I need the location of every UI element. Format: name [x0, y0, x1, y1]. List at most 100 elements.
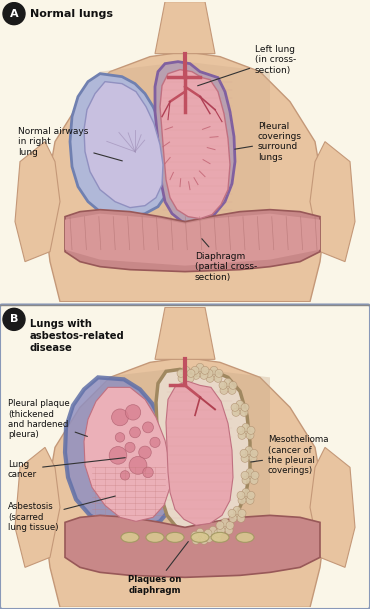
Circle shape	[196, 368, 204, 376]
Circle shape	[224, 378, 232, 386]
Polygon shape	[65, 378, 175, 529]
Circle shape	[214, 529, 222, 537]
Circle shape	[240, 449, 248, 457]
Polygon shape	[155, 62, 235, 224]
Circle shape	[233, 506, 241, 515]
Circle shape	[226, 521, 234, 529]
Circle shape	[192, 371, 200, 379]
Circle shape	[200, 371, 208, 379]
Circle shape	[221, 518, 229, 526]
Circle shape	[229, 381, 237, 389]
Circle shape	[217, 526, 225, 534]
Ellipse shape	[146, 532, 164, 543]
Circle shape	[241, 454, 249, 462]
Circle shape	[246, 473, 254, 481]
Circle shape	[250, 449, 258, 457]
Circle shape	[231, 403, 239, 411]
Circle shape	[224, 383, 232, 392]
Circle shape	[182, 367, 190, 375]
Circle shape	[242, 423, 250, 431]
Polygon shape	[100, 62, 270, 231]
Text: Lungs with
asbestos-related
disease: Lungs with asbestos-related disease	[30, 319, 125, 353]
Circle shape	[150, 437, 160, 448]
Circle shape	[111, 429, 128, 446]
Circle shape	[237, 491, 245, 499]
Polygon shape	[65, 214, 320, 266]
Circle shape	[196, 529, 204, 537]
Ellipse shape	[236, 532, 254, 543]
Circle shape	[113, 451, 123, 460]
Circle shape	[242, 493, 250, 501]
Polygon shape	[156, 370, 250, 537]
Circle shape	[237, 426, 245, 434]
Polygon shape	[100, 367, 270, 537]
Polygon shape	[166, 381, 233, 526]
Circle shape	[220, 386, 228, 395]
Circle shape	[127, 407, 139, 418]
Text: Diaphragm
(partial cross-
section): Diaphragm (partial cross- section)	[195, 239, 257, 281]
Circle shape	[247, 426, 255, 434]
Ellipse shape	[191, 532, 209, 543]
Circle shape	[229, 515, 237, 523]
Circle shape	[241, 471, 249, 479]
Circle shape	[241, 403, 249, 411]
Polygon shape	[84, 82, 163, 208]
Text: Lung
cancer: Lung cancer	[8, 458, 125, 479]
Circle shape	[142, 422, 154, 433]
Text: Mesothelioma
(cancer of
the pleural
coverings): Mesothelioma (cancer of the pleural cove…	[251, 435, 329, 476]
Text: A: A	[10, 9, 18, 19]
Circle shape	[225, 526, 233, 534]
Polygon shape	[155, 2, 215, 54]
Circle shape	[210, 371, 218, 379]
Circle shape	[177, 370, 185, 378]
Ellipse shape	[166, 532, 184, 543]
Circle shape	[186, 375, 194, 382]
Circle shape	[201, 532, 209, 540]
Circle shape	[246, 431, 254, 439]
Circle shape	[250, 476, 258, 484]
Circle shape	[236, 406, 244, 414]
Circle shape	[200, 537, 208, 544]
Circle shape	[242, 428, 250, 437]
Text: Left lung
(in cross-
section): Left lung (in cross- section)	[198, 44, 296, 86]
Polygon shape	[15, 142, 60, 262]
Circle shape	[242, 476, 250, 484]
Text: B: B	[10, 314, 18, 325]
Circle shape	[191, 532, 199, 540]
Circle shape	[125, 443, 135, 452]
Circle shape	[215, 370, 223, 378]
Circle shape	[204, 529, 212, 537]
Polygon shape	[84, 387, 170, 521]
Circle shape	[232, 409, 240, 417]
Text: Asbestosis
(scarred
lung tissue): Asbestosis (scarred lung tissue)	[8, 496, 115, 532]
Circle shape	[238, 431, 246, 439]
Circle shape	[228, 386, 236, 395]
Circle shape	[246, 468, 254, 476]
Circle shape	[196, 533, 204, 541]
Circle shape	[233, 512, 241, 519]
Circle shape	[214, 375, 222, 382]
Circle shape	[216, 521, 224, 529]
Circle shape	[242, 488, 250, 496]
Circle shape	[178, 375, 186, 382]
Circle shape	[238, 496, 246, 504]
Circle shape	[205, 534, 213, 543]
Circle shape	[127, 424, 143, 440]
Polygon shape	[15, 448, 60, 568]
Circle shape	[206, 375, 214, 382]
Circle shape	[201, 367, 209, 375]
Circle shape	[246, 496, 254, 504]
Circle shape	[245, 451, 253, 459]
Circle shape	[182, 371, 190, 379]
Circle shape	[196, 364, 204, 371]
Text: Pleural plaque
(thickened
and hardened
pleura): Pleural plaque (thickened and hardened p…	[8, 400, 87, 440]
Circle shape	[251, 471, 259, 479]
Polygon shape	[70, 74, 168, 217]
Text: Pleural
coverings
surround
lungs: Pleural coverings surround lungs	[235, 122, 302, 162]
Circle shape	[3, 308, 25, 330]
Polygon shape	[65, 515, 320, 577]
Circle shape	[240, 409, 248, 417]
Circle shape	[228, 509, 236, 518]
Circle shape	[187, 370, 195, 378]
Ellipse shape	[211, 532, 229, 543]
